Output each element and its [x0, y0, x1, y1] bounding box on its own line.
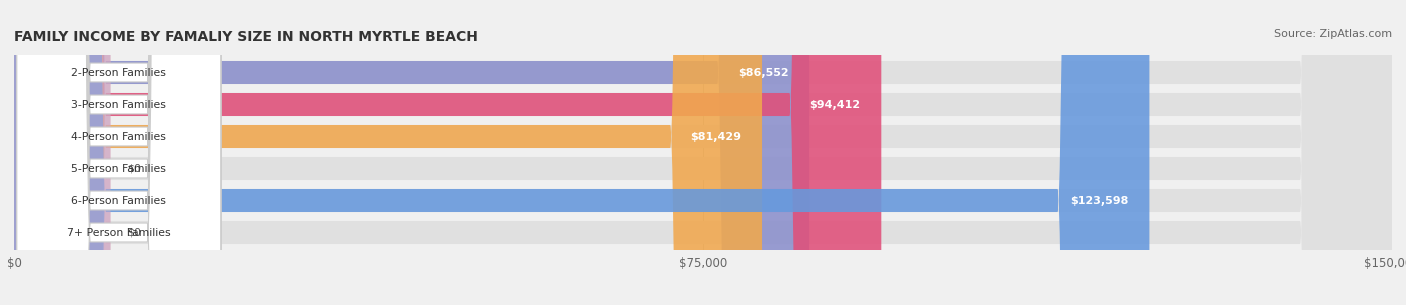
- FancyBboxPatch shape: [14, 0, 1392, 305]
- FancyBboxPatch shape: [14, 0, 1150, 305]
- Text: Source: ZipAtlas.com: Source: ZipAtlas.com: [1274, 29, 1392, 39]
- FancyBboxPatch shape: [17, 0, 221, 305]
- Text: FAMILY INCOME BY FAMALIY SIZE IN NORTH MYRTLE BEACH: FAMILY INCOME BY FAMALIY SIZE IN NORTH M…: [14, 30, 478, 44]
- FancyBboxPatch shape: [14, 0, 111, 305]
- FancyBboxPatch shape: [14, 0, 808, 305]
- Text: 5-Person Families: 5-Person Families: [72, 163, 166, 174]
- FancyBboxPatch shape: [14, 0, 1392, 305]
- FancyBboxPatch shape: [14, 0, 882, 305]
- Text: $0: $0: [127, 228, 141, 238]
- FancyBboxPatch shape: [14, 0, 1392, 305]
- Text: $123,598: $123,598: [1070, 196, 1129, 206]
- Text: 7+ Person Families: 7+ Person Families: [67, 228, 170, 238]
- Text: 2-Person Families: 2-Person Families: [72, 67, 166, 77]
- Text: $94,412: $94,412: [810, 99, 860, 109]
- FancyBboxPatch shape: [14, 0, 762, 305]
- Text: 6-Person Families: 6-Person Families: [72, 196, 166, 206]
- Text: $81,429: $81,429: [690, 131, 741, 142]
- FancyBboxPatch shape: [14, 0, 1392, 305]
- Text: 3-Person Families: 3-Person Families: [72, 99, 166, 109]
- FancyBboxPatch shape: [17, 0, 221, 305]
- Text: $0: $0: [127, 163, 141, 174]
- FancyBboxPatch shape: [17, 0, 221, 305]
- FancyBboxPatch shape: [14, 0, 1392, 305]
- FancyBboxPatch shape: [17, 0, 221, 305]
- FancyBboxPatch shape: [14, 0, 111, 305]
- Text: 4-Person Families: 4-Person Families: [72, 131, 166, 142]
- FancyBboxPatch shape: [17, 0, 221, 305]
- FancyBboxPatch shape: [17, 0, 221, 305]
- FancyBboxPatch shape: [14, 0, 1392, 305]
- Text: $86,552: $86,552: [738, 67, 789, 77]
